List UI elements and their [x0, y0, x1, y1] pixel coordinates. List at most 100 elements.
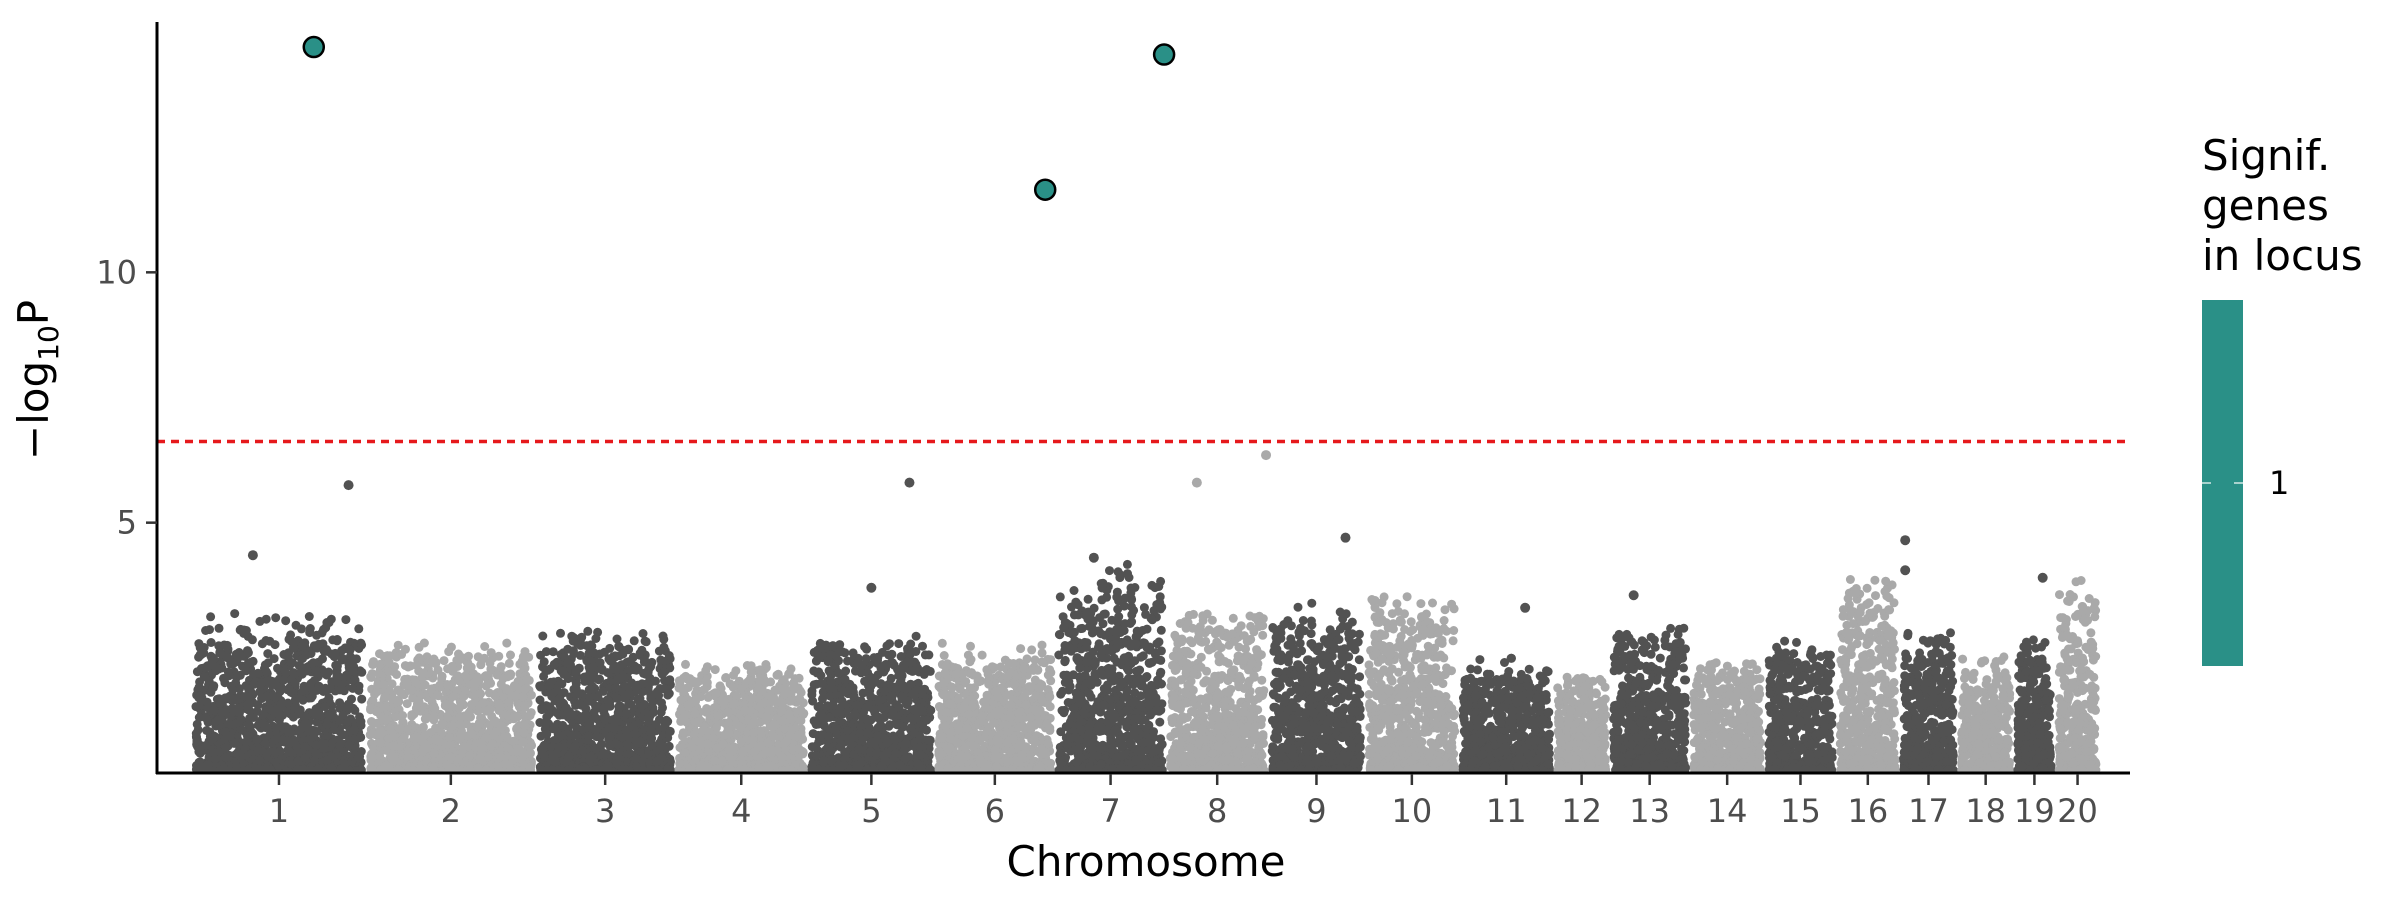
snp-point [628, 652, 638, 662]
snp-point [443, 712, 452, 722]
snp-point [228, 685, 238, 695]
snp-point [548, 647, 558, 657]
snp-point [578, 745, 588, 755]
snp-point [381, 692, 391, 702]
snp-point [525, 711, 535, 721]
snp-point [194, 652, 204, 662]
snp-point [443, 681, 453, 691]
snp-point [796, 705, 806, 715]
snp-point [348, 666, 358, 676]
snp-point [253, 668, 263, 678]
snp-point [657, 753, 667, 763]
snp-point [537, 705, 547, 715]
snp-point [325, 684, 335, 694]
snp-point [345, 645, 355, 655]
snp-point [261, 614, 271, 624]
snp-point [710, 756, 719, 766]
snp-point [444, 647, 454, 657]
snp-point [777, 716, 787, 726]
snp-point [571, 700, 581, 710]
snp-point [603, 668, 613, 678]
snp-point [556, 628, 565, 638]
snp-point [789, 678, 798, 688]
snp-point [584, 696, 594, 706]
snp-point [219, 673, 228, 683]
snp-point [539, 671, 549, 681]
snp-point [749, 747, 759, 757]
snp-point [206, 638, 216, 647]
snp-point [594, 675, 604, 685]
snp-point [222, 652, 232, 662]
snp-point [688, 676, 698, 686]
snp-point [388, 732, 398, 741]
snp-point [681, 659, 690, 669]
snp-point [252, 706, 262, 716]
snp-point [322, 720, 332, 730]
snp-point [676, 705, 686, 715]
snp-point [739, 746, 748, 756]
snp-point [375, 725, 385, 735]
snp-point [454, 703, 464, 713]
snp-point [283, 698, 293, 708]
snp-point [583, 720, 593, 730]
snp-point [332, 672, 342, 682]
snp-point [593, 627, 603, 637]
snp-point [711, 689, 721, 699]
snp-point [298, 686, 308, 696]
snp-point [600, 715, 610, 725]
snp-point [336, 738, 346, 748]
snp-point [306, 693, 316, 703]
snp-point [713, 711, 723, 721]
snp-point [253, 745, 263, 755]
snp-point [290, 695, 300, 705]
snp-point [717, 695, 727, 705]
snp-point [429, 749, 439, 759]
snp-point [605, 731, 615, 741]
snp-point [574, 663, 584, 673]
snp-point [214, 623, 224, 633]
snp-point [485, 658, 495, 668]
snp-point [509, 681, 519, 691]
snp-point [475, 753, 485, 763]
snp-point [728, 682, 738, 692]
snp-point [357, 667, 367, 677]
snp-point [474, 718, 484, 728]
snp-point [376, 738, 386, 748]
snp-point [192, 667, 202, 677]
snp-point [512, 711, 522, 721]
snp-point [273, 663, 282, 673]
snp-point [549, 724, 559, 734]
snp-point [526, 762, 536, 772]
snp-point [441, 699, 451, 709]
snp-point [454, 649, 463, 659]
snp-point [322, 645, 331, 654]
chromosome-4-points [674, 659, 809, 775]
snp-point [324, 667, 334, 677]
snp-point [564, 751, 574, 761]
chromosome-1-points [191, 609, 367, 775]
snp-point [200, 672, 210, 682]
snp-point [305, 628, 315, 638]
snp-point [664, 651, 674, 660]
snp-point [603, 761, 613, 771]
snp-point [418, 722, 428, 732]
snp-point [233, 748, 243, 758]
snp-point [627, 678, 637, 688]
snp-point [749, 728, 759, 738]
snp-point [640, 636, 650, 646]
snp-point [676, 695, 686, 705]
snp-point [439, 656, 449, 666]
snp-point [701, 666, 711, 675]
snp-point [624, 689, 634, 699]
snp-point [461, 712, 471, 721]
snp-point [449, 691, 459, 701]
snp-point [518, 737, 528, 747]
snp-point [727, 754, 737, 764]
snp-point [474, 676, 484, 686]
snp-point [243, 692, 253, 702]
snp-point [314, 639, 324, 649]
snp-point [785, 730, 795, 740]
snp-point [202, 726, 212, 735]
snp-point [502, 638, 512, 648]
